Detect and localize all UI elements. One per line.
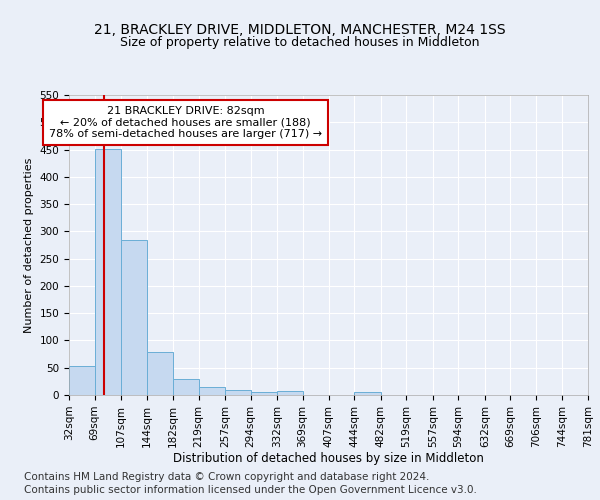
Y-axis label: Number of detached properties: Number of detached properties	[24, 158, 34, 332]
Bar	[199, 387, 225, 395]
X-axis label: Distribution of detached houses by size in Middleton: Distribution of detached houses by size …	[173, 452, 484, 466]
Bar	[355, 392, 381, 395]
Bar	[69, 366, 95, 395]
Bar	[173, 378, 199, 395]
Text: Size of property relative to detached houses in Middleton: Size of property relative to detached ho…	[120, 36, 480, 49]
Text: Contains public sector information licensed under the Open Government Licence v3: Contains public sector information licen…	[24, 485, 477, 495]
Bar	[251, 392, 277, 395]
Bar	[277, 391, 302, 395]
Bar	[95, 149, 121, 395]
Text: 21 BRACKLEY DRIVE: 82sqm
← 20% of detached houses are smaller (188)
78% of semi-: 21 BRACKLEY DRIVE: 82sqm ← 20% of detach…	[49, 106, 322, 139]
Text: Contains HM Land Registry data © Crown copyright and database right 2024.: Contains HM Land Registry data © Crown c…	[24, 472, 430, 482]
Bar	[225, 390, 251, 395]
Bar	[146, 352, 173, 395]
Text: 21, BRACKLEY DRIVE, MIDDLETON, MANCHESTER, M24 1SS: 21, BRACKLEY DRIVE, MIDDLETON, MANCHESTE…	[94, 22, 506, 36]
Bar	[121, 240, 146, 395]
